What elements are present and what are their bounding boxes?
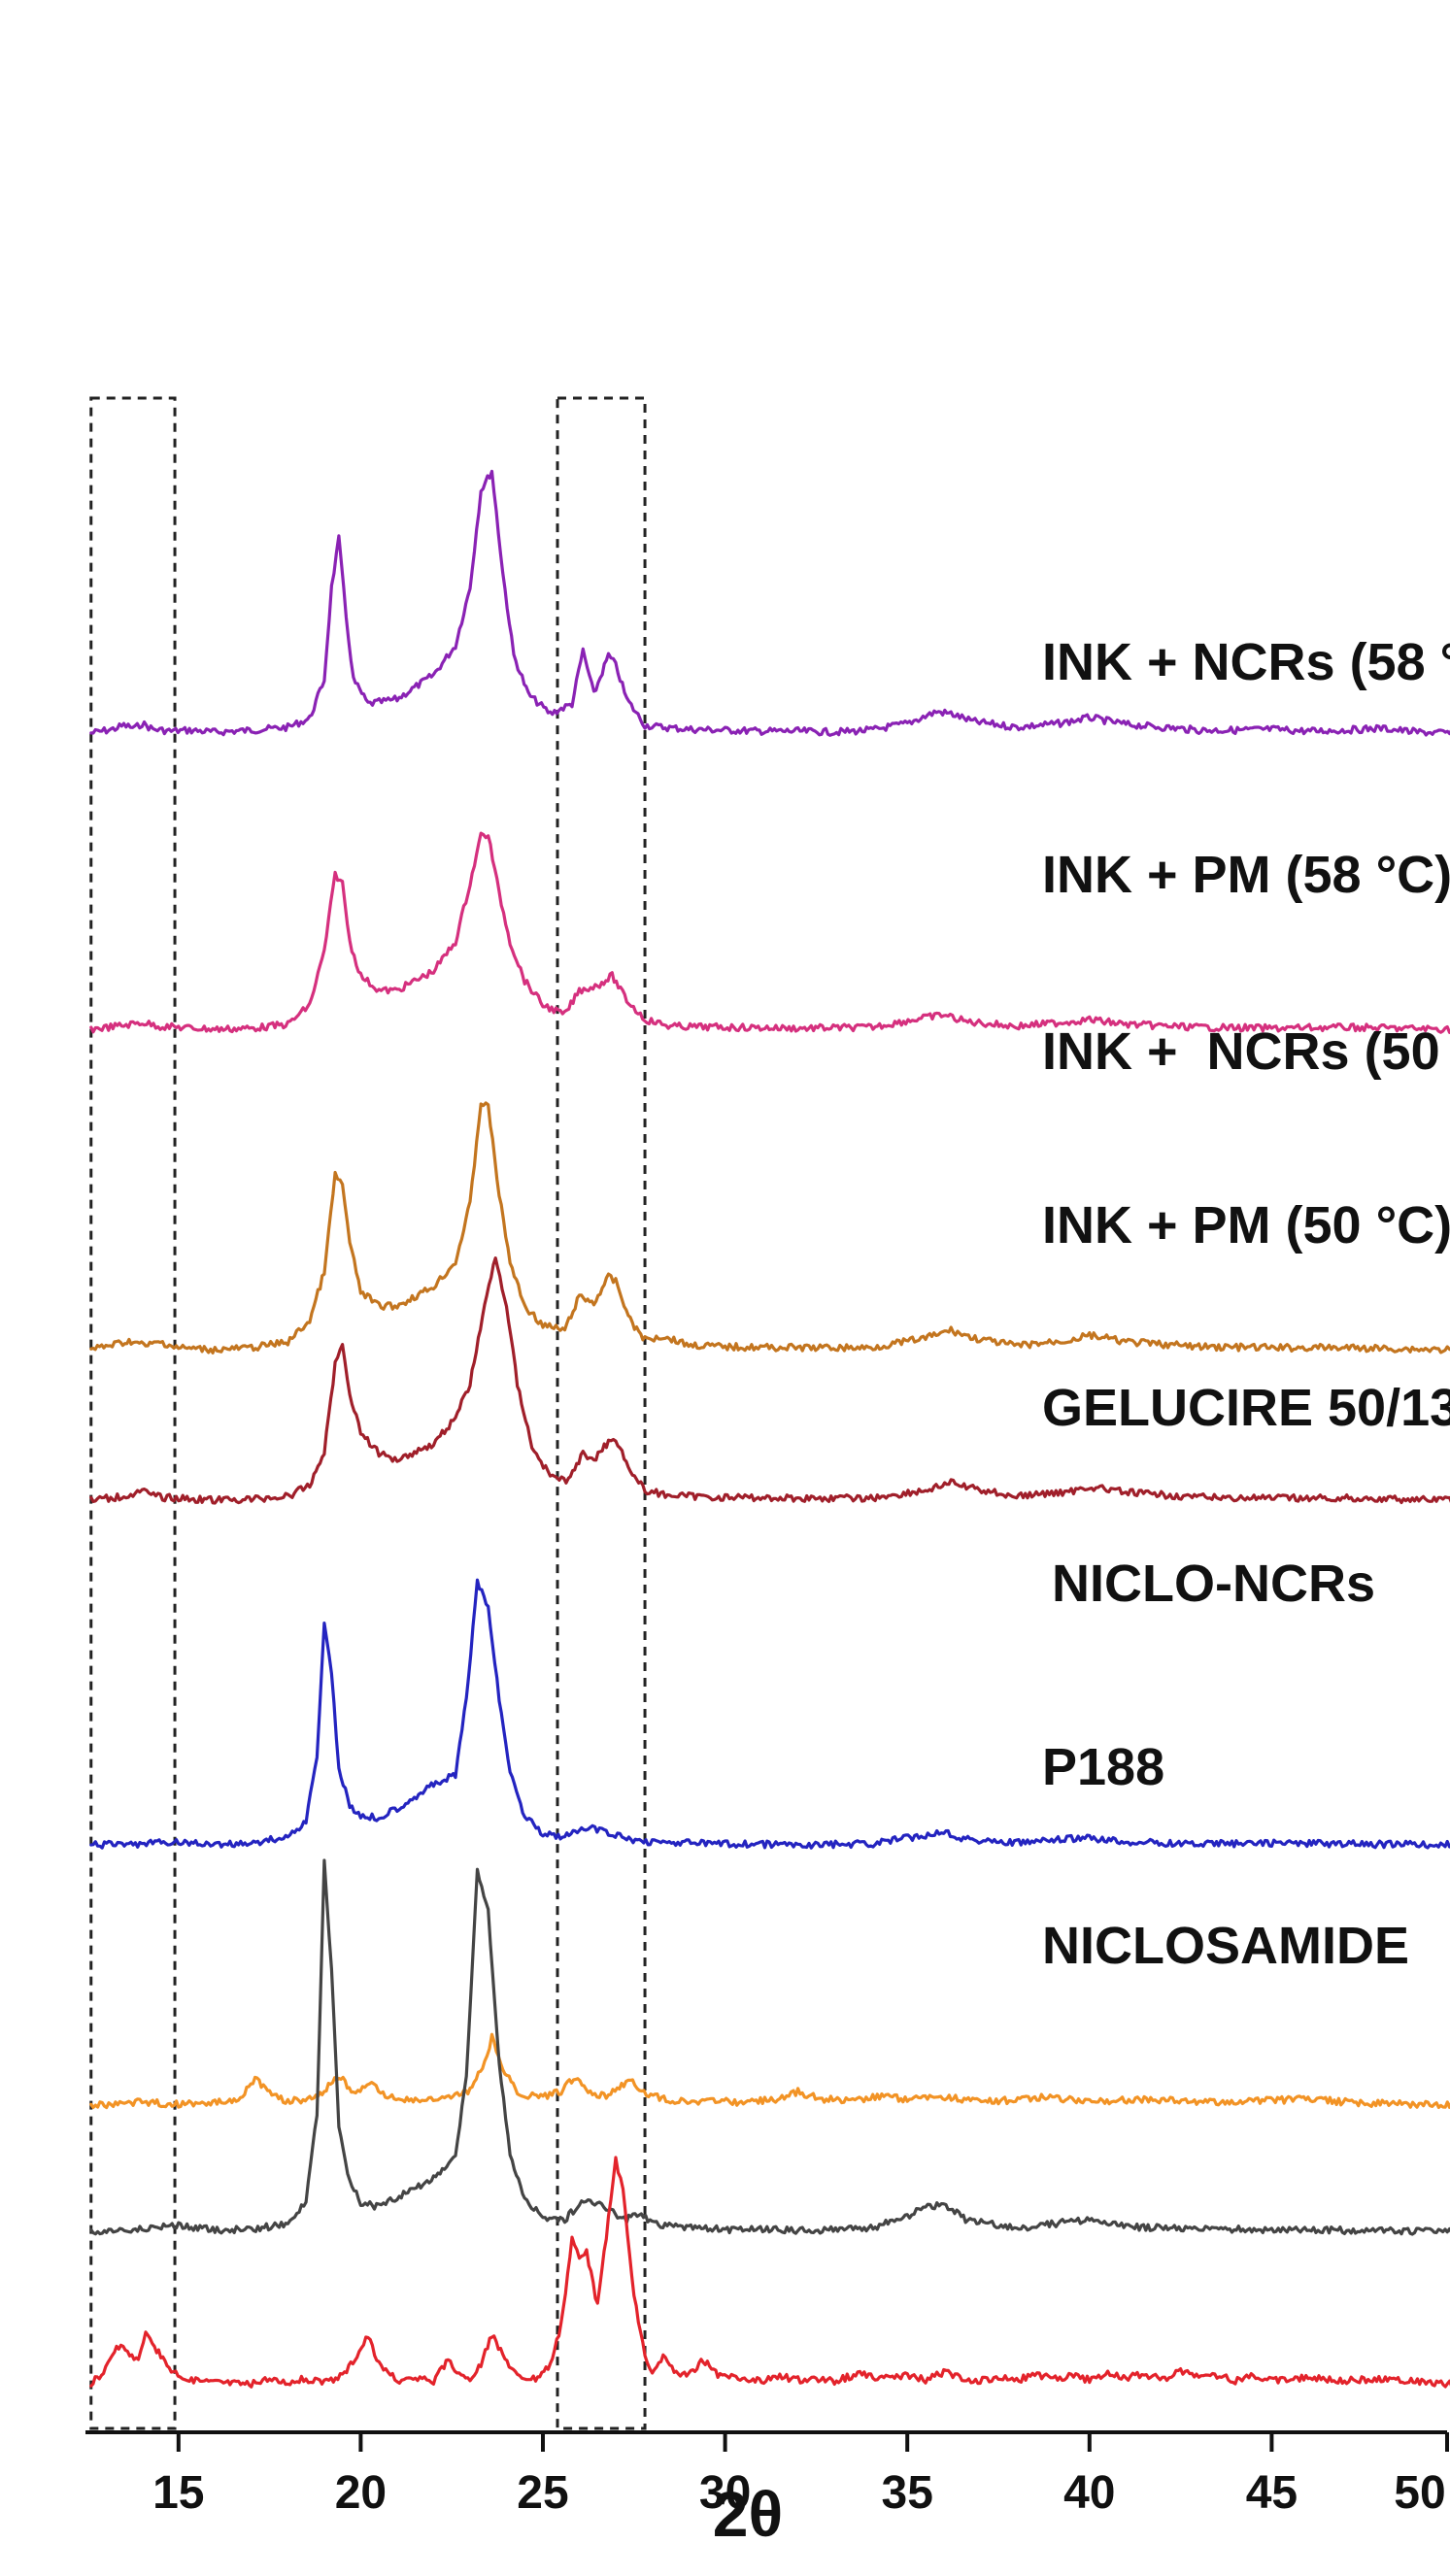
- x-tick-label-8: 50: [1394, 2467, 1445, 2519]
- highlight-box-1: [89, 396, 177, 2430]
- series-label-7: P188: [1042, 1738, 1164, 1796]
- series-label-6: NICLO-NCRs: [1052, 1555, 1375, 1613]
- x-tick-label-3: 25: [517, 2467, 568, 2519]
- series-line-2: [89, 831, 1450, 1034]
- x-tick-label-5: 35: [882, 2467, 933, 2519]
- series-line-8: [89, 2156, 1450, 2389]
- series-label-3: INK + NCRs (50 °C): [1042, 1022, 1450, 1081]
- highlight-box-2: [556, 396, 647, 2430]
- series-line-6: [89, 2032, 1450, 2110]
- series-line-5: [89, 1578, 1450, 1850]
- series-line-3: [89, 1101, 1450, 1355]
- x-tick-label-6: 40: [1063, 2467, 1115, 2519]
- series-label-5: GELUCIRE 50/13: [1042, 1379, 1450, 1437]
- x-axis: 15 20 25 30 35 40 45 50: [85, 2430, 1449, 2519]
- x-tick-label-2: 20: [335, 2467, 387, 2519]
- x-tick-label-7: 45: [1246, 2467, 1298, 2519]
- series-labels: INK + NCRs (58 °C) INK + PM (58 °C) INK + …: [1042, 633, 1450, 1975]
- series-line-4: [89, 1256, 1450, 1505]
- series-line-1: [89, 469, 1450, 737]
- x-axis-title: 2θ: [713, 2478, 783, 2550]
- series-label-1: INK + NCRs (58 °C): [1042, 633, 1450, 691]
- series-line-7: [89, 1858, 1450, 2236]
- traces: [89, 469, 1450, 2389]
- series-label-4: INK + PM (50 °C): [1042, 1196, 1450, 1255]
- x-tick-label-4: 30: [699, 2467, 751, 2519]
- series-label-8: NICLOSAMIDE: [1042, 1917, 1409, 1975]
- highlight-regions: [89, 396, 647, 2430]
- x-tick-label-1: 15: [152, 2467, 204, 2519]
- series-label-2: INK + PM (58 °C): [1042, 846, 1450, 904]
